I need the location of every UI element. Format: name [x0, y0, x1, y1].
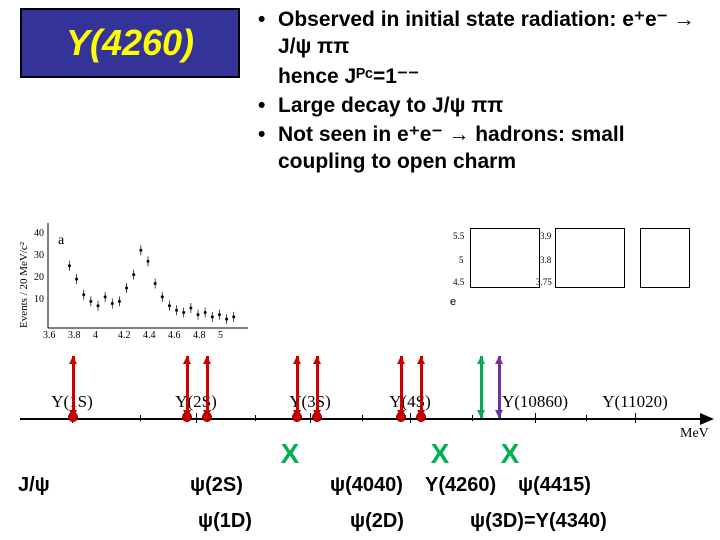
- y-tick: 30: [30, 250, 44, 261]
- state-dot: [182, 412, 192, 422]
- upsilon-label: Υ(11020): [602, 392, 667, 412]
- state-arrow: [206, 356, 209, 418]
- mev-label: MeV: [680, 426, 709, 442]
- upsilon-label: Υ(10860): [502, 392, 568, 412]
- state-arrow: [420, 356, 423, 418]
- axis-minor-tick: [472, 415, 473, 421]
- label-psi2s: ψ(2S): [190, 474, 243, 497]
- upsilon-label: Υ(2S): [175, 392, 217, 412]
- x-tick: 4.2: [118, 330, 131, 341]
- state-arrow: [72, 356, 75, 418]
- state-arrow: [296, 356, 299, 418]
- y-tick: 10: [30, 294, 44, 305]
- y-tick: 20: [30, 272, 44, 283]
- small-chart-3: [640, 228, 690, 288]
- title-text: Y(4260): [66, 22, 194, 64]
- arrowhead-up-icon: [495, 356, 503, 364]
- axis-arrowhead: [700, 411, 716, 427]
- state-arrow: [480, 356, 483, 418]
- title-box: Y(4260): [20, 8, 240, 78]
- x-mark-icon: X: [281, 438, 300, 470]
- label-psi4040: ψ(4040): [330, 474, 403, 497]
- state-dot: [416, 412, 426, 422]
- x-tick: 3.8: [68, 330, 81, 341]
- axis-tick-mark: [310, 413, 311, 423]
- bullet-list: Observed in initial state radiation: e⁺e…: [258, 6, 708, 178]
- bullet-1-sub: hence Jᴾᶜ=1⁻⁻: [258, 63, 708, 90]
- axis-minor-tick: [140, 415, 141, 421]
- label-y4260: Y(4260): [425, 474, 496, 497]
- arrowhead-up-icon: [417, 356, 425, 364]
- arrowhead-up-icon: [477, 356, 485, 364]
- bullet-2: Large decay to J/ψ ππ: [258, 92, 708, 119]
- y-tick: 40: [30, 228, 44, 239]
- state-arrow: [400, 356, 403, 418]
- small-charts: 5.5 5 4.5 3.9 3.8 3.75 e: [470, 228, 710, 328]
- state-arrow: [316, 356, 319, 418]
- panel-label: a: [58, 233, 64, 249]
- bullet-3: Not seen in e⁺e⁻ → hadrons: small coupli…: [258, 121, 708, 176]
- chart-svg: [8, 218, 258, 338]
- state-arrow: [186, 356, 189, 418]
- arrowhead-down-icon: [477, 410, 485, 418]
- e-label: e: [450, 296, 456, 308]
- axis-minor-tick: [362, 415, 363, 421]
- upsilon-label: Υ(4S): [389, 392, 431, 412]
- x-tick: 4.4: [143, 330, 156, 341]
- axis-tick-mark: [535, 413, 536, 423]
- x-tick: 4.6: [168, 330, 181, 341]
- axis-tick-mark: [196, 413, 197, 423]
- label-psi1d: ψ(1D): [198, 510, 252, 533]
- small-chart-1: 5.5 5 4.5: [470, 228, 540, 288]
- x-mark-icon: X: [501, 438, 520, 470]
- bullet-1: Observed in initial state radiation: e⁺e…: [258, 6, 708, 61]
- axis-tick-mark: [410, 413, 411, 423]
- state-dot: [202, 412, 212, 422]
- label-psi4415: ψ(4415): [518, 474, 591, 497]
- small-chart-2: 3.9 3.8 3.75: [555, 228, 625, 288]
- state-dot: [312, 412, 322, 422]
- label-jpsi: J/ψ: [18, 474, 50, 497]
- state-dot: [292, 412, 302, 422]
- x-mark-icon: X: [431, 438, 450, 470]
- arrowhead-down-icon: [495, 410, 503, 418]
- state-dot: [68, 412, 78, 422]
- arrowhead-up-icon: [313, 356, 321, 364]
- label-psi2d: ψ(2D): [350, 510, 404, 533]
- x-tick: 5: [218, 330, 223, 341]
- axis-minor-tick: [255, 415, 256, 421]
- main-chart: Events / 20 MeV/c² a 40302010 3.63.844.2…: [8, 218, 258, 338]
- arrowhead-up-icon: [69, 356, 77, 364]
- x-tick: 4: [93, 330, 98, 341]
- state-arrow: [498, 356, 501, 418]
- arrowhead-up-icon: [293, 356, 301, 364]
- arrowhead-up-icon: [397, 356, 405, 364]
- axis-tick-mark: [635, 413, 636, 423]
- state-dot: [396, 412, 406, 422]
- x-tick: 3.6: [43, 330, 56, 341]
- label-psi3d: ψ(3D)=Y(4340): [470, 510, 607, 533]
- arrowhead-up-icon: [183, 356, 191, 364]
- arrowhead-up-icon: [203, 356, 211, 364]
- upsilon-axis: [20, 418, 710, 420]
- x-tick: 4.8: [193, 330, 206, 341]
- axis-minor-tick: [586, 415, 587, 421]
